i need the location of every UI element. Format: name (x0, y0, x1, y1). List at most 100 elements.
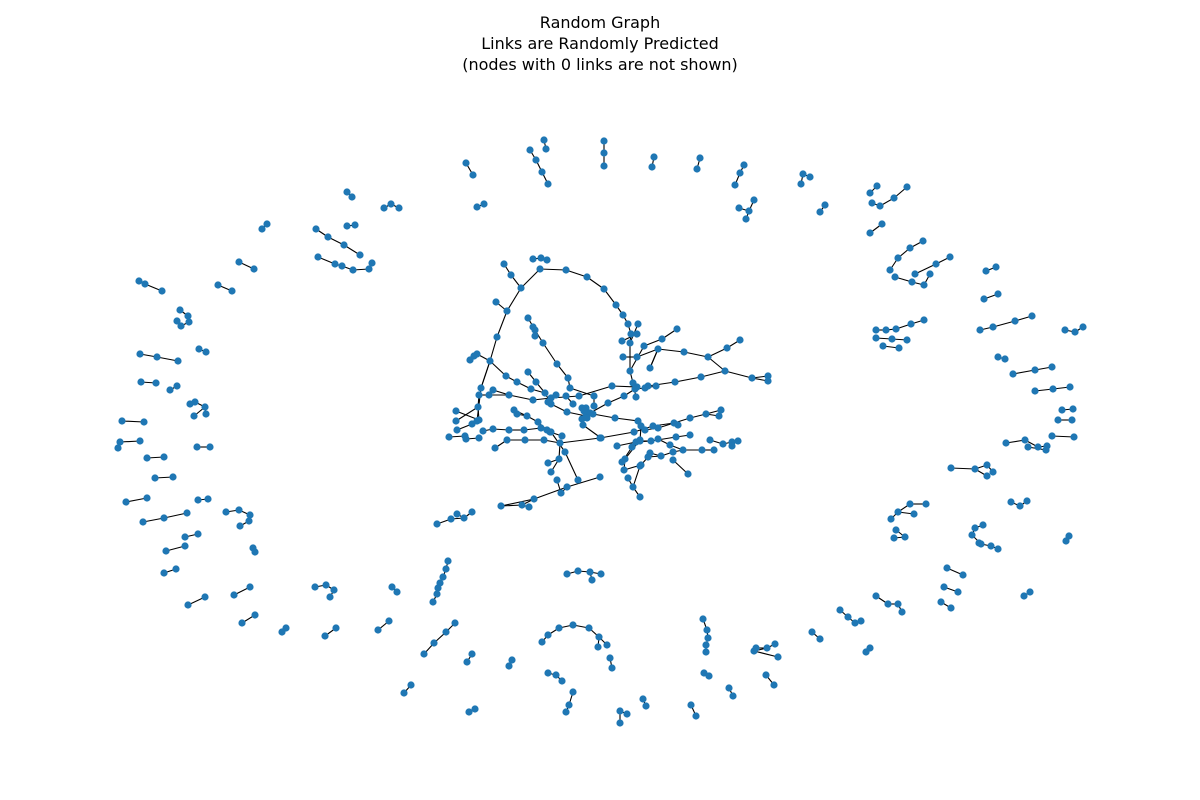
graph-node (176, 306, 184, 314)
graph-node (368, 259, 376, 267)
graph-node (523, 412, 531, 420)
graph-node (214, 281, 222, 289)
graph-edge (496, 310, 508, 338)
graph-node (947, 464, 955, 472)
graph-node (324, 233, 332, 241)
graph-node (968, 531, 976, 539)
graph-node (534, 418, 542, 426)
graph-node (1007, 498, 1015, 506)
graph-node (556, 439, 564, 447)
graph-node (742, 215, 750, 223)
graph-node (451, 619, 459, 627)
graph-node (886, 266, 894, 274)
graph-node (473, 417, 481, 425)
graph-node (537, 254, 545, 262)
graph-node (600, 285, 608, 293)
graph-node (770, 681, 778, 689)
graph-node (460, 514, 468, 522)
graph-node (477, 384, 485, 392)
graph-node (980, 295, 988, 303)
graph-node (706, 436, 714, 444)
graph-node (932, 260, 940, 268)
graph-node (971, 524, 979, 532)
graph-node (1062, 537, 1070, 545)
graph-node (1020, 592, 1028, 600)
graph-edge (592, 413, 616, 419)
graph-node (710, 446, 718, 454)
graph-node (1009, 370, 1017, 378)
graph-node (721, 367, 729, 375)
graph-node (586, 568, 594, 576)
graph-node (452, 417, 460, 425)
title-line-2: Links are Randomly Predicted (481, 34, 719, 53)
graph-node (616, 707, 624, 715)
graph-node (588, 576, 596, 584)
graph-node (235, 258, 243, 266)
graph-node (1070, 433, 1078, 441)
graph-node (245, 517, 253, 525)
graph-node (650, 153, 658, 161)
graph-edge (163, 512, 188, 519)
graph-node (736, 336, 744, 344)
graph-node (959, 571, 967, 579)
graph-node (321, 632, 329, 640)
graph-node (994, 290, 1002, 298)
graph-node (673, 325, 681, 333)
graph-node (162, 547, 170, 555)
graph-node (621, 455, 629, 463)
graph-node (540, 436, 548, 444)
graph-node (544, 459, 552, 467)
graph-node (141, 280, 149, 288)
graph-node (235, 506, 243, 514)
graph-edge (121, 420, 145, 423)
graph-node (595, 633, 603, 641)
graph-node (611, 414, 619, 422)
graph-node (654, 424, 662, 432)
graph-node (954, 588, 962, 596)
graph-node (206, 443, 214, 451)
graph-node (538, 638, 546, 646)
graph-node (527, 385, 535, 393)
graph-node (194, 496, 202, 504)
graph-node (558, 432, 566, 440)
graph-node (338, 262, 346, 270)
graph-node (851, 619, 859, 627)
graph-node (569, 400, 577, 408)
graph-node (702, 410, 710, 418)
graph-node (228, 287, 236, 295)
graph-edge (647, 381, 676, 387)
graph-node (174, 357, 182, 365)
graph-node (532, 378, 540, 386)
graph-node (575, 392, 583, 400)
graph-node (558, 677, 566, 685)
graph-node (122, 498, 130, 506)
graph-node (569, 621, 577, 629)
graph-node (975, 539, 983, 547)
graph-node (246, 583, 254, 591)
graph-node (906, 500, 914, 508)
graph-node (529, 255, 537, 263)
graph-node (312, 225, 320, 233)
graph-node (177, 322, 185, 330)
graph-node (1031, 387, 1039, 395)
graph-edge (578, 385, 613, 397)
graph-node (873, 182, 881, 190)
graph-node (630, 428, 638, 436)
graph-node (728, 442, 736, 450)
graph-edge (683, 351, 709, 358)
graph-node (920, 316, 928, 324)
graph-node (619, 311, 627, 319)
graph-edge (489, 336, 498, 362)
graph-node (524, 368, 532, 376)
graph-node (193, 443, 201, 451)
graph-node (982, 267, 990, 275)
graph-node (693, 165, 701, 173)
graph-node (947, 604, 955, 612)
graph-node (654, 435, 662, 443)
graph-node (620, 466, 628, 474)
graph-edge (1012, 369, 1036, 375)
graph-node (624, 474, 632, 482)
graph-node (583, 414, 591, 422)
graph-node (251, 611, 259, 619)
graph-node (471, 705, 479, 713)
